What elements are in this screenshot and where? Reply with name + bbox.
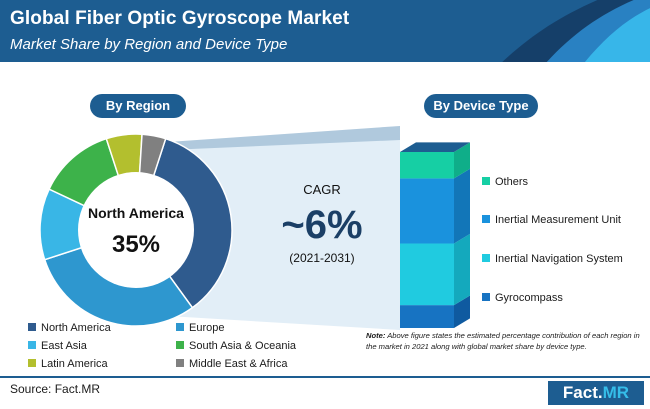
- stack-segment-inertial-navigation-system: [400, 243, 454, 306]
- donut-center-region: North America: [88, 205, 184, 221]
- legend-swatch-south-asia-oceania: [176, 341, 184, 349]
- footer-divider: [0, 376, 650, 378]
- donut-center-share: 35%: [112, 231, 160, 258]
- legend-item-europe: Europe: [176, 322, 224, 334]
- cagr-period: (2021-2031): [289, 251, 354, 265]
- device-swatch-others: [482, 177, 490, 185]
- device-stacked-bar: [400, 142, 470, 328]
- stack-segment-inertial-measurement-unit: [400, 178, 454, 244]
- device-legend-imu: Inertial Measurement Unit: [482, 214, 621, 226]
- legend-label-north-america: North America: [41, 322, 111, 334]
- device-swatch-ins: [482, 254, 490, 262]
- logo-part2: MR: [602, 383, 630, 402]
- device-swatch-imu: [482, 215, 490, 223]
- legend-item-north-america: North America: [28, 322, 111, 334]
- device-label-ins: Inertial Navigation System: [495, 253, 623, 265]
- legend-label-latin-america: Latin America: [41, 358, 108, 370]
- legend-label-south-asia-oceania: South Asia & Oceania: [189, 340, 297, 352]
- stack-side-inertial-navigation-system: [454, 233, 470, 306]
- legend-swatch-europe: [176, 323, 184, 331]
- note-prefix: Note:: [366, 331, 386, 340]
- legend-item-south-asia-oceania: South Asia & Oceania: [176, 340, 296, 352]
- legend-item-latin-america: Latin America: [28, 358, 108, 370]
- charts-canvas: North America 35% CAGR ~6% (2021-2031): [39, 126, 470, 330]
- page-title: Global Fiber Optic Gyroscope Market: [10, 8, 350, 29]
- legend-label-middle-east-africa: Middle East & Africa: [189, 358, 288, 370]
- chart-note: Note: Above figure states the estimated …: [366, 330, 644, 352]
- note-text: Above figure states the estimated percen…: [366, 331, 640, 351]
- legend-swatch-latin-america: [28, 359, 36, 367]
- legend-label-east-asia: East Asia: [41, 340, 87, 352]
- funnel-connector: [168, 126, 400, 330]
- legend-swatch-middle-east-africa: [176, 359, 184, 367]
- legend-swatch-east-asia: [28, 341, 36, 349]
- device-label-imu: Inertial Measurement Unit: [495, 214, 621, 226]
- stack-segment-gyrocompass: [400, 305, 454, 328]
- device-label-others: Others: [495, 176, 529, 188]
- page-subtitle: Market Share by Region and Device Type: [10, 36, 288, 53]
- device-swatch-gyrocompass: [482, 293, 490, 301]
- legend-label-europe: Europe: [189, 322, 225, 334]
- by-region-label: By Region: [90, 94, 186, 118]
- stack-segment-others: [400, 152, 454, 179]
- stack-top-face: [400, 142, 470, 152]
- stack-side-others: [454, 142, 470, 179]
- donut-hole: [78, 172, 194, 288]
- device-label-gyrocompass: Gyrocompass: [495, 292, 563, 304]
- legend-item-east-asia: East Asia: [28, 340, 87, 352]
- cagr-value: ~6%: [281, 203, 362, 247]
- funnel-connector-edge: [168, 126, 400, 150]
- legend-item-middle-east-africa: Middle East & Africa: [176, 358, 287, 370]
- device-legend-ins: Inertial Navigation System: [482, 253, 623, 265]
- cagr-label: CAGR: [303, 182, 341, 197]
- logo-part1: Fact.: [562, 383, 603, 402]
- stack-side-inertial-measurement-unit: [454, 168, 470, 244]
- source-text: Source: Fact.MR: [10, 382, 101, 396]
- by-device-label: By Device Type: [424, 94, 538, 118]
- header-banner: Global Fiber Optic Gyroscope Market Mark…: [0, 0, 650, 62]
- header-decoration: [502, 0, 650, 62]
- factmr-logo: Fact.MR: [548, 381, 644, 405]
- legend-swatch-north-america: [28, 323, 36, 331]
- device-legend-others: Others: [482, 176, 528, 188]
- device-legend-gyrocompass: Gyrocompass: [482, 292, 563, 304]
- stack-side-gyrocompass: [454, 295, 470, 328]
